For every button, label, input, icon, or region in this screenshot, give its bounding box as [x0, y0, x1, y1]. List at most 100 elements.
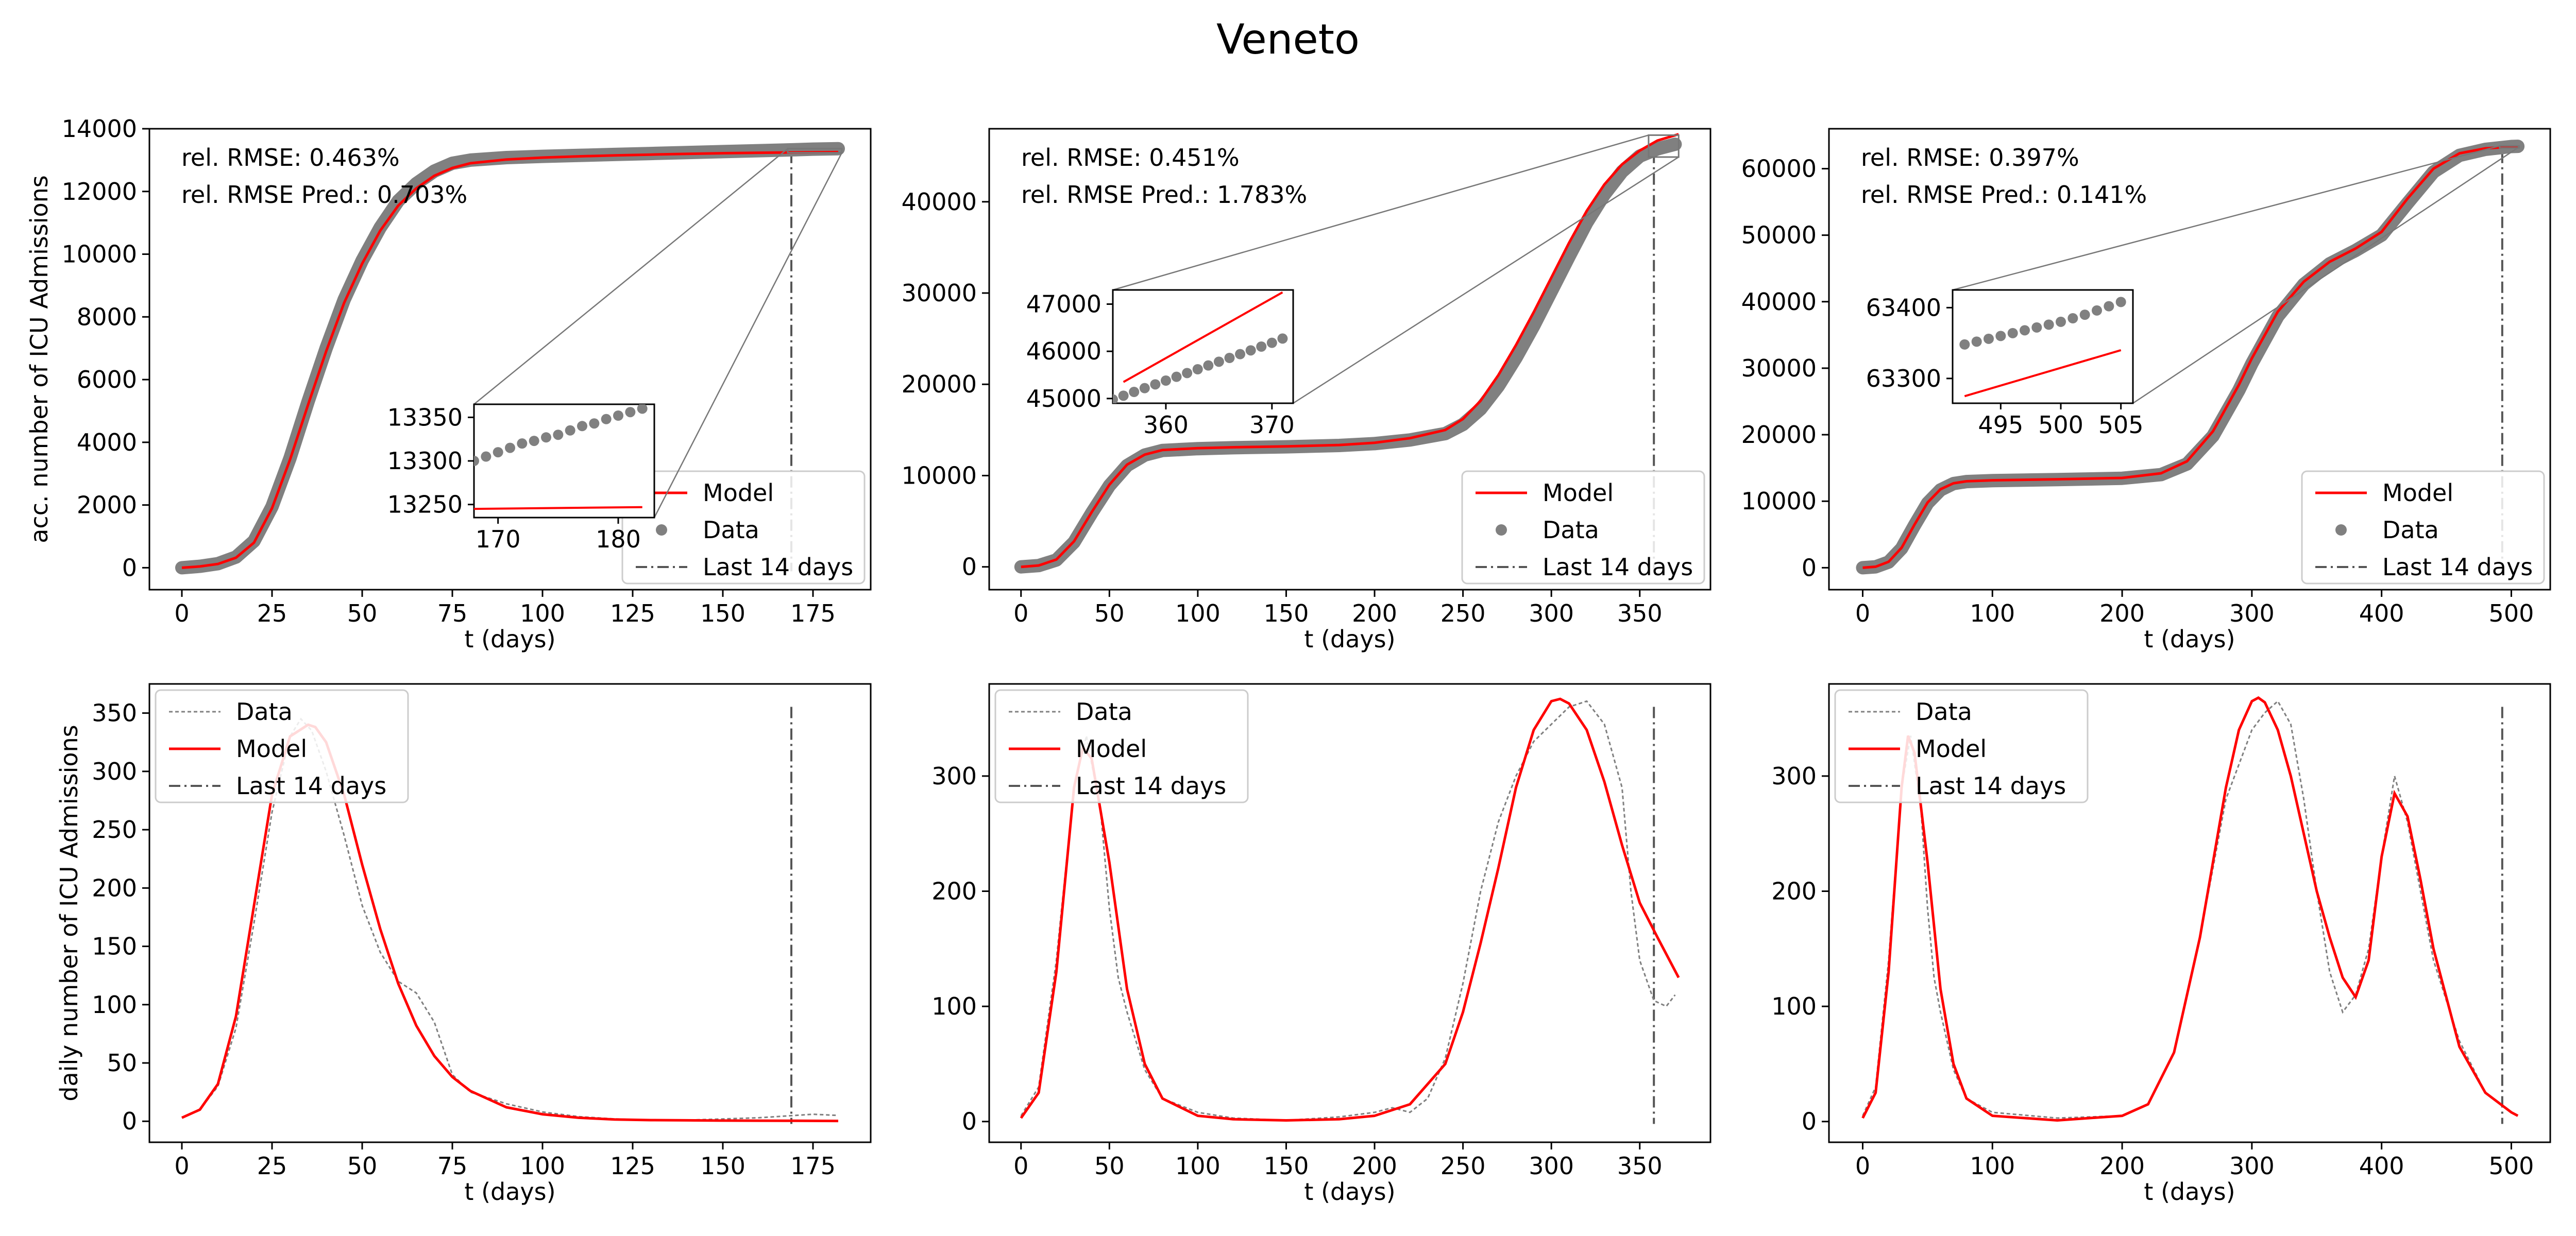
y-tick-label: 250 — [92, 816, 137, 844]
legend-label: Data — [2382, 516, 2439, 544]
x-tick-label: 75 — [437, 599, 468, 627]
zoom-region — [1648, 134, 1680, 158]
legend-handle-data — [656, 524, 667, 536]
zoom-connector — [1112, 134, 1649, 291]
inset-acc_2: 360 370 45000 46000 47000 — [1026, 134, 1680, 439]
legend-box — [155, 689, 409, 803]
inset-y-tick-label: 13250 — [387, 491, 463, 519]
x-tick-label: 50 — [347, 599, 378, 627]
x-tick-label: 200 — [2099, 599, 2145, 627]
x-tick-label: 300 — [1529, 1152, 1574, 1180]
data-point — [1528, 320, 1539, 332]
y-tick-label: 0 — [122, 1107, 137, 1135]
y-tick-label: 100 — [1771, 992, 1817, 1020]
y-tick-label: 0 — [1802, 554, 1817, 581]
y-tick-label: 30000 — [902, 279, 977, 307]
inset-data-point — [1277, 333, 1288, 344]
y-tick-label: 50 — [107, 1049, 137, 1077]
inset-data-point — [493, 447, 503, 458]
x-axis-label: t (days) — [1304, 625, 1395, 653]
chart-daily_2: 0 50 100 150 200 250 300 350 0 100 200 300 t (days) D… — [931, 683, 1711, 1206]
inset-data-point — [1160, 375, 1171, 386]
inset-y-tick-label: 46000 — [1026, 337, 1101, 365]
x-axis-label: t (days) — [464, 625, 555, 653]
data-point — [1581, 217, 1592, 229]
inset-frame — [473, 403, 655, 519]
inset-data-point — [517, 438, 528, 449]
inset-data-point — [1203, 360, 1214, 371]
y-axis-label: daily number of ICU Admissions — [55, 725, 83, 1101]
inset-data-point — [2031, 322, 2042, 333]
model-series-line — [181, 723, 839, 1123]
inset-acc_3: 495 500 505 63300 63400 — [1866, 145, 2520, 439]
inset-model-line — [1123, 291, 1283, 383]
inset-plot — [474, 404, 648, 510]
inset-model-line — [1964, 349, 2122, 398]
x-tick-label: 50 — [1094, 1152, 1125, 1180]
inset-data-point — [505, 442, 515, 453]
y-tick-label: 12000 — [62, 178, 137, 205]
y-tick-label: 6000 — [77, 366, 137, 393]
legend-label: Data — [1543, 516, 1599, 544]
plot-area — [181, 707, 839, 1124]
data-point — [717, 146, 728, 158]
legend-box — [1834, 689, 2089, 803]
inset-data-point — [1995, 331, 2006, 341]
data-point — [1563, 251, 1575, 263]
x-axis-label: t (days) — [2144, 625, 2235, 653]
inset-x-tick-label: 370 — [1249, 411, 1295, 439]
x-tick-label: 75 — [437, 1152, 468, 1180]
inset-data-point — [1224, 353, 1235, 363]
data-series-line — [1862, 700, 2518, 1119]
x-tick-label: 100 — [1970, 599, 2015, 627]
legend-box — [621, 470, 866, 585]
inset-data-point — [481, 451, 492, 462]
data-point — [1599, 188, 1611, 200]
chart-acc_1: 0 25 50 75 100 125 150 175 0 2000 4000 6000 8000 1000… — [25, 115, 872, 653]
inset-data-point — [2104, 301, 2114, 312]
y-tick-label: 300 — [1771, 762, 1817, 790]
x-tick-label: 400 — [2359, 599, 2404, 627]
legend-label: Last 14 days — [1543, 553, 1693, 581]
inset-data-point — [2092, 305, 2102, 316]
x-tick-label: 175 — [790, 1152, 836, 1180]
y-tick-label: 50000 — [1741, 221, 1817, 249]
x-tick-label: 150 — [1264, 599, 1309, 627]
plot-frame — [988, 683, 1711, 1143]
x-tick-label: 400 — [2359, 1152, 2404, 1180]
inset-acc_1: 170 180 13250 13300 13350 — [387, 148, 843, 553]
rmse-annotation: rel. RMSE: 0.451% — [1021, 144, 1240, 171]
y-tick-label: 200 — [92, 874, 137, 902]
y-tick-label: 100 — [92, 991, 137, 1019]
y-tick-label: 40000 — [902, 188, 977, 216]
plot-area — [175, 142, 845, 575]
x-tick-label: 200 — [1352, 599, 1397, 627]
x-tick-label: 0 — [1013, 599, 1028, 627]
x-tick-label: 200 — [2099, 1152, 2145, 1180]
inset-y-tick-label: 47000 — [1026, 290, 1101, 318]
data-point — [1510, 352, 1522, 364]
x-tick-label: 100 — [1175, 599, 1221, 627]
figure-title: Veneto — [1216, 15, 1360, 63]
y-tick-label: 10000 — [902, 461, 977, 489]
inset-data-point — [2043, 319, 2054, 330]
y-tick-label: 0 — [122, 554, 137, 581]
x-tick-label: 25 — [257, 599, 287, 627]
legend-label: Model — [1076, 735, 1147, 763]
x-tick-label: 0 — [1855, 599, 1870, 627]
data-point — [1857, 562, 1869, 574]
data-point — [753, 145, 765, 157]
plot-frame — [988, 128, 1711, 591]
x-tick-label: 150 — [700, 599, 745, 627]
data-point — [2428, 166, 2439, 178]
legend-label: Model — [1543, 479, 1614, 507]
inset-data-point — [1235, 349, 1246, 359]
inset-data-point — [1971, 336, 1982, 347]
y-tick-label: 200 — [1771, 878, 1817, 905]
plot-frame — [1828, 128, 2551, 591]
inset-y-tick-label: 45000 — [1026, 385, 1101, 413]
zoom-connector — [1293, 156, 1679, 404]
inset-data-point — [1182, 368, 1193, 379]
